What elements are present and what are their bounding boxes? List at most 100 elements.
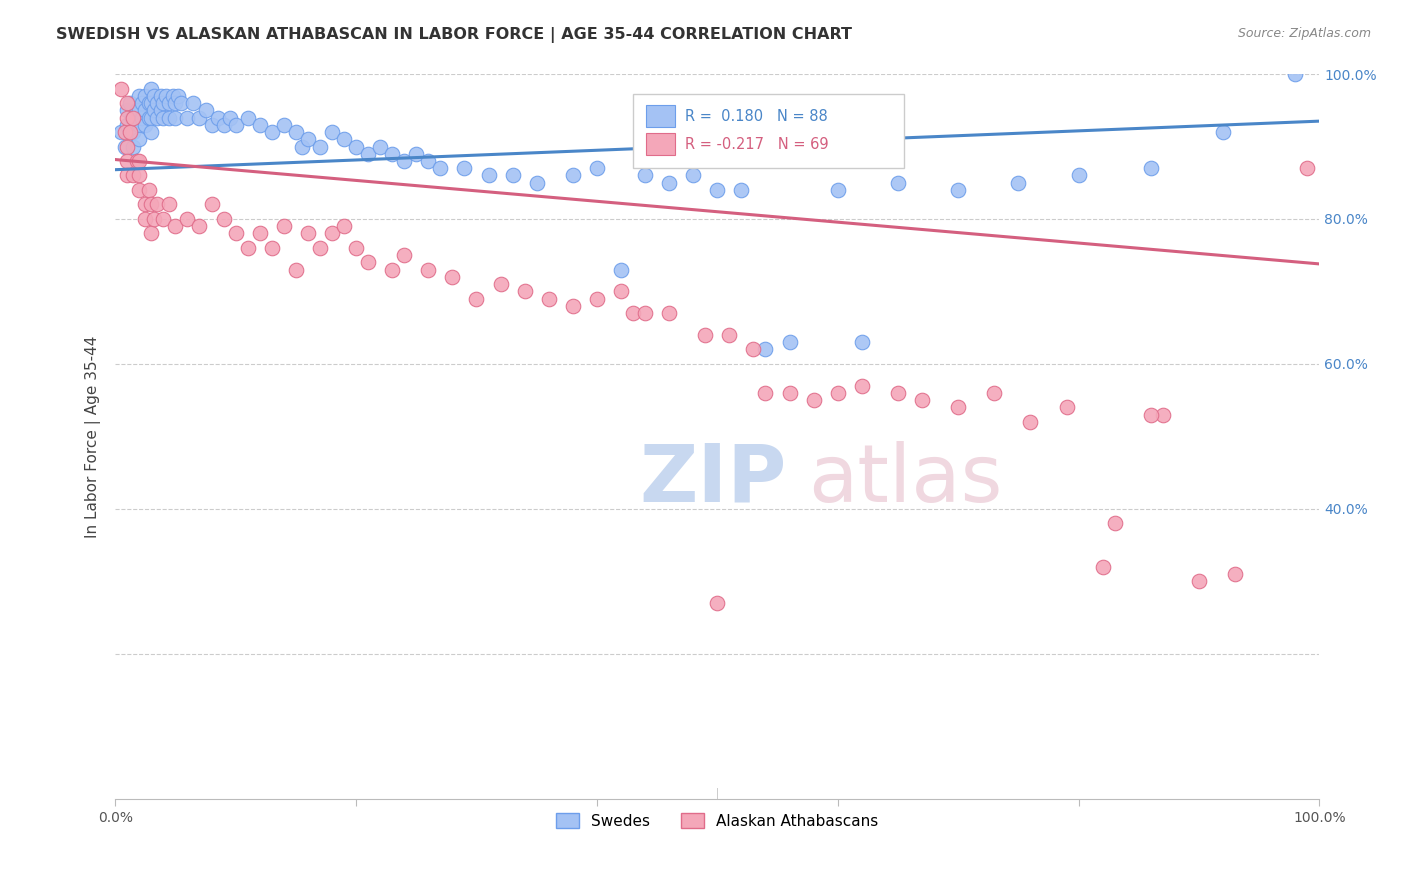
Point [141, 81, 163, 95]
Point [134, 88, 156, 103]
Point [273, 219, 295, 234]
Point [176, 211, 198, 226]
Point [586, 292, 609, 306]
Point [718, 328, 741, 343]
Point [742, 343, 765, 357]
Point [183, 95, 205, 110]
Point [236, 241, 259, 255]
Point [114, 139, 136, 153]
Point [309, 139, 332, 153]
Point [344, 241, 367, 255]
Point [309, 241, 332, 255]
Point [418, 153, 440, 168]
Point [165, 111, 187, 125]
Point [333, 132, 356, 146]
Point [152, 95, 174, 110]
Point [146, 95, 169, 110]
Point [297, 132, 319, 146]
Point [212, 118, 235, 132]
FancyBboxPatch shape [647, 105, 675, 127]
Point [911, 393, 934, 408]
Point [149, 88, 172, 103]
Point [138, 95, 160, 110]
Point [453, 161, 475, 176]
Point [754, 386, 776, 401]
Point [1212, 125, 1234, 139]
Point [983, 386, 1005, 401]
Point [695, 328, 717, 343]
Point [333, 219, 356, 234]
Point [827, 386, 849, 401]
Point [131, 95, 153, 110]
Point [128, 153, 150, 168]
Point [134, 118, 156, 132]
Point [429, 161, 451, 176]
Point [122, 169, 145, 183]
Point [1056, 401, 1078, 415]
Point [188, 111, 211, 125]
Point [115, 118, 138, 132]
Point [165, 219, 187, 234]
Point [610, 285, 633, 299]
Point [225, 227, 247, 241]
Point [141, 95, 163, 110]
Point [141, 125, 163, 139]
Point [114, 125, 136, 139]
Point [142, 211, 165, 226]
Text: R =  0.180   N = 88: R = 0.180 N = 88 [685, 109, 828, 124]
Point [610, 262, 633, 277]
Point [1104, 516, 1126, 531]
Point [513, 285, 536, 299]
Point [344, 139, 367, 153]
Y-axis label: In Labor Force | Age 35-44: In Labor Force | Age 35-44 [86, 335, 101, 538]
Point [188, 219, 211, 234]
Point [260, 241, 283, 255]
Point [146, 111, 169, 125]
Point [284, 262, 307, 277]
Point [118, 95, 141, 110]
Point [152, 111, 174, 125]
Point [357, 255, 380, 269]
Point [526, 176, 548, 190]
Point [207, 111, 229, 125]
Point [128, 118, 150, 132]
Point [225, 118, 247, 132]
Point [138, 183, 160, 197]
Point [170, 95, 193, 110]
Point [730, 183, 752, 197]
Point [946, 401, 969, 415]
Point [418, 262, 440, 277]
Point [465, 292, 488, 306]
Point [212, 211, 235, 226]
Point [851, 335, 873, 350]
FancyBboxPatch shape [633, 95, 904, 169]
Point [176, 111, 198, 125]
Point [887, 386, 910, 401]
Point [477, 169, 499, 183]
Point [851, 378, 873, 392]
Point [125, 153, 148, 168]
Point [115, 139, 138, 153]
Text: atlas: atlas [807, 441, 1002, 519]
Point [368, 139, 391, 153]
Point [779, 335, 801, 350]
Text: SWEDISH VS ALASKAN ATHABASCAN IN LABOR FORCE | AGE 35-44 CORRELATION CHART: SWEDISH VS ALASKAN ATHABASCAN IN LABOR F… [56, 27, 852, 43]
Point [1067, 169, 1090, 183]
Point [381, 146, 404, 161]
Point [122, 111, 145, 125]
Point [392, 248, 415, 262]
Point [1091, 560, 1114, 574]
Point [754, 343, 776, 357]
Legend: Swedes, Alaskan Athabascans: Swedes, Alaskan Athabascans [550, 806, 884, 835]
Point [634, 306, 657, 320]
Point [1296, 161, 1319, 176]
Point [138, 111, 160, 125]
Point [827, 183, 849, 197]
Point [115, 95, 138, 110]
Point [128, 88, 150, 103]
Point [706, 183, 728, 197]
Point [157, 111, 180, 125]
Point [128, 183, 150, 197]
Point [115, 153, 138, 168]
Point [142, 103, 165, 118]
